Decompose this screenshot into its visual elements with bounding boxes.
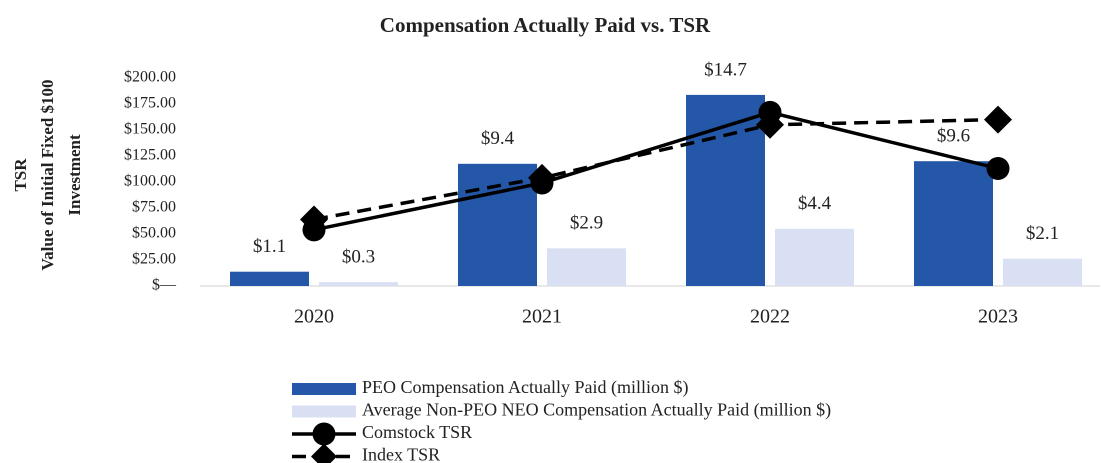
bar: [914, 161, 993, 286]
y-tick-label: $50.00: [132, 225, 176, 242]
x-tick-label: 2022: [750, 306, 790, 328]
data-label: $2.1: [1026, 223, 1059, 244]
chart-title: Compensation Actually Paid vs. TSR: [380, 13, 711, 37]
x-tick-label: 2020: [294, 306, 334, 328]
y-tick-label: $100.00: [124, 173, 176, 190]
marker: [300, 205, 328, 234]
bar: [319, 282, 398, 286]
legend-label: Average Non-PEO NEO Compensation Actuall…: [362, 400, 831, 421]
marker: [756, 110, 784, 139]
legend-label: Index TSR: [362, 445, 440, 463]
bar: [686, 94, 765, 287]
data-label: $2.9: [570, 213, 603, 234]
y-tick-label: $175.00: [124, 95, 176, 112]
legend-swatch: [292, 405, 356, 418]
marker: [986, 156, 1010, 180]
line: [313, 110, 999, 232]
data-label: $1.1: [253, 236, 286, 257]
y-tick-label: $75.00: [132, 199, 176, 216]
data-label: $4.4: [798, 193, 832, 214]
marker: [984, 105, 1012, 134]
data-label: $9.4: [481, 128, 515, 149]
y-tick-label: $—: [152, 277, 177, 294]
legend-marker: [312, 422, 336, 446]
legend-marker: [311, 443, 337, 463]
y-tick-label: $150.00: [124, 121, 176, 138]
bar: [458, 163, 537, 286]
y-tick-label: $25.00: [132, 251, 176, 268]
marker: [528, 163, 556, 192]
data-label: $9.6: [937, 126, 970, 147]
y-tick-label: $200.00: [124, 69, 176, 86]
data-label: $0.3: [342, 246, 375, 267]
legend-label: PEO Compensation Actually Paid (million …: [362, 377, 688, 398]
bar: [230, 271, 309, 286]
bar: [1003, 258, 1082, 286]
legend-label: Comstock TSR: [362, 422, 472, 442]
data-label: $14.7: [704, 59, 747, 80]
x-tick-label: 2021: [522, 306, 562, 328]
y-axis-label: TSR: [11, 158, 30, 192]
legend-swatch: [292, 383, 356, 395]
bar: [775, 228, 854, 286]
line: [313, 117, 999, 222]
y-tick-label: $125.00: [124, 147, 176, 164]
x-tick-label: 2023: [978, 306, 1018, 328]
bar: [547, 248, 626, 286]
y-axis-label: Investment: [65, 134, 84, 216]
y-axis-label: Value of Initial Fixed $100: [38, 79, 57, 270]
